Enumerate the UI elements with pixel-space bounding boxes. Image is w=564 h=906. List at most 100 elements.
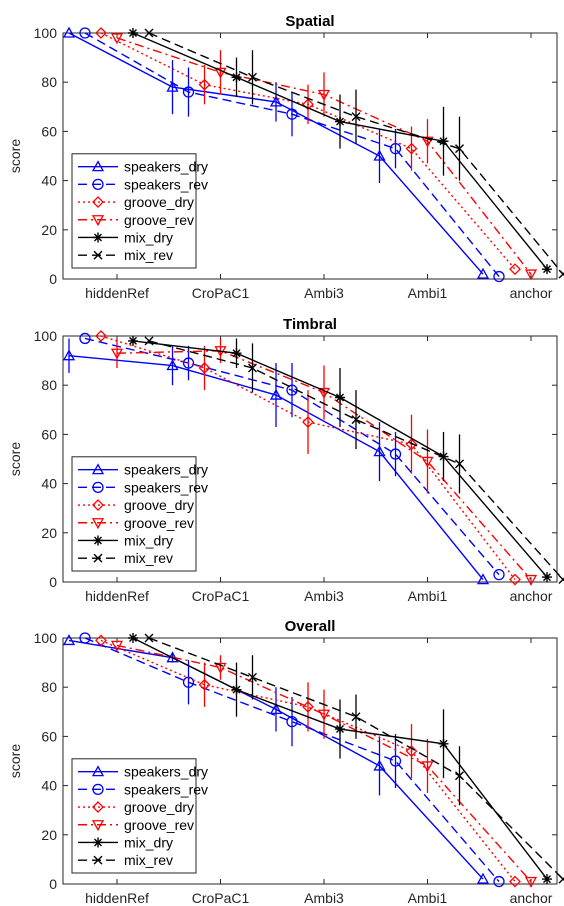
legend-label: mix_dry	[124, 834, 173, 850]
data-point	[421, 761, 434, 773]
y-tick-label: 20	[41, 222, 57, 238]
x-tick-label: hiddenRef	[85, 588, 149, 604]
y-tick-label: 80	[41, 679, 57, 695]
data-point	[182, 676, 195, 688]
y-tick-label: 0	[49, 271, 57, 287]
legend-label: groove_dry	[124, 194, 194, 210]
legend-marker	[92, 783, 104, 795]
data-point	[79, 632, 91, 644]
legend-box	[71, 153, 197, 269]
series-speakers_rev	[79, 332, 505, 581]
series-groove_rev	[110, 640, 538, 888]
x-tick-label: anchor	[510, 588, 553, 604]
data-point	[493, 875, 505, 888]
series-groove_dry	[95, 330, 521, 586]
y-tick-label: 40	[41, 476, 57, 492]
data-point	[389, 755, 402, 767]
data-point	[558, 575, 564, 585]
data-point	[558, 874, 564, 884]
legend-label: groove_rev	[124, 817, 194, 833]
data-point	[317, 387, 331, 399]
series-mix_dry	[128, 28, 552, 275]
data-point	[110, 348, 124, 360]
legend-label: groove_rev	[124, 212, 194, 228]
data-point	[198, 678, 211, 691]
legend-label: groove_dry	[124, 497, 194, 513]
chart-title: Overall	[285, 618, 336, 635]
series-groove_dry	[95, 634, 521, 888]
data-point	[493, 270, 505, 283]
data-point	[351, 712, 361, 722]
x-tick-label: anchor	[510, 890, 553, 906]
y-tick-label: 100	[34, 328, 58, 344]
legend-box	[71, 456, 197, 572]
data-point	[524, 574, 538, 586]
legend-label: groove_dry	[124, 799, 194, 815]
data-point	[231, 72, 242, 83]
legend-marker	[92, 801, 104, 813]
legend-label: speakers_dry	[124, 462, 208, 478]
legend-marker	[91, 518, 105, 530]
data-point	[509, 875, 521, 888]
data-point	[79, 27, 91, 39]
x-tick-label: CroPaC1	[192, 285, 250, 301]
data-point	[335, 116, 345, 127]
data-point	[438, 136, 449, 147]
series-mix_rev	[144, 28, 564, 279]
data-point	[95, 27, 107, 39]
y-tick-label: 60	[41, 123, 57, 139]
data-point	[421, 136, 434, 148]
data-point	[269, 95, 283, 107]
data-point	[95, 634, 107, 647]
x-tick-label: Ambi3	[304, 890, 344, 906]
data-point	[335, 392, 345, 403]
legend-marker	[91, 820, 105, 832]
chart-title: Timbral	[283, 316, 337, 333]
data-point	[509, 263, 521, 276]
data-point	[455, 144, 464, 154]
series-line	[84, 637, 500, 882]
series-line	[148, 32, 564, 275]
data-point	[144, 633, 154, 643]
series-speakers_rev	[79, 632, 505, 888]
data-point	[286, 108, 298, 120]
legend-box	[71, 758, 197, 874]
data-point	[269, 388, 283, 400]
data-point	[317, 89, 331, 101]
data-point	[405, 438, 418, 451]
y-tick-label: 40	[41, 173, 57, 189]
legend-marker	[93, 232, 103, 243]
data-point	[509, 573, 521, 586]
data-point	[214, 662, 227, 674]
data-point	[144, 336, 154, 346]
series-line	[148, 637, 564, 880]
y-axis-label: score	[7, 744, 23, 778]
data-point	[62, 634, 76, 646]
chart-panel: 0 20 40 60 80 100 hiddenRef CroPaC1 Ambi3 Ambi1 an…	[7, 316, 564, 604]
legend-marker	[92, 499, 104, 511]
data-point	[524, 876, 538, 888]
data-point	[302, 416, 314, 429]
legend-label: groove_rev	[124, 515, 194, 531]
x-tick-label: Ambi1	[408, 588, 448, 604]
y-axis-label: score	[7, 139, 23, 173]
data-point	[62, 349, 76, 361]
legend-label: mix_rev	[124, 247, 173, 263]
y-tick-label: 80	[41, 74, 57, 90]
y-tick-label: 100	[34, 25, 58, 41]
legend-label: speakers_rev	[124, 176, 208, 192]
x-tick-label: hiddenRef	[85, 285, 149, 301]
data-point	[389, 448, 402, 460]
x-tick-label: Ambi3	[304, 588, 344, 604]
x-tick-label: CroPaC1	[192, 588, 250, 604]
legend-label: speakers_dry	[124, 159, 208, 175]
legend-marker	[93, 553, 103, 563]
x-tick-label: anchor	[510, 285, 553, 301]
data-point	[542, 264, 552, 275]
legend-marker	[93, 250, 103, 260]
data-point	[455, 771, 464, 781]
series-mix_rev	[144, 336, 564, 585]
legend-label: mix_rev	[124, 550, 173, 566]
